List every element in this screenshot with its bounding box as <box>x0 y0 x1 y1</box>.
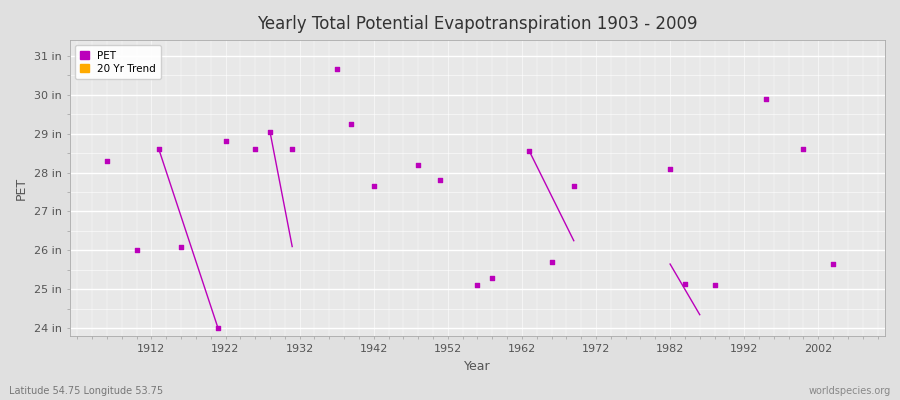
Point <box>433 177 447 184</box>
Point <box>329 66 344 72</box>
Point <box>826 261 841 267</box>
Point <box>485 274 500 281</box>
Point <box>366 183 381 189</box>
Point <box>678 280 692 287</box>
Point <box>796 146 811 152</box>
Point <box>522 148 536 154</box>
Point <box>248 146 262 152</box>
Legend: PET, 20 Yr Trend: PET, 20 Yr Trend <box>75 45 161 79</box>
Point <box>285 146 300 152</box>
Point <box>263 128 277 135</box>
Point <box>219 138 233 144</box>
Point <box>544 259 559 265</box>
Title: Yearly Total Potential Evapotranspiration 1903 - 2009: Yearly Total Potential Evapotranspiratio… <box>257 15 698 33</box>
Point <box>130 247 144 254</box>
Point <box>760 95 774 102</box>
Point <box>174 243 188 250</box>
Text: worldspecies.org: worldspecies.org <box>809 386 891 396</box>
Text: Latitude 54.75 Longitude 53.75: Latitude 54.75 Longitude 53.75 <box>9 386 163 396</box>
Point <box>100 158 114 164</box>
Point <box>345 121 359 127</box>
X-axis label: Year: Year <box>464 360 491 373</box>
Point <box>707 282 722 289</box>
Point <box>151 146 166 152</box>
Point <box>211 325 225 332</box>
Point <box>411 162 426 168</box>
Y-axis label: PET: PET <box>15 176 28 200</box>
Point <box>470 282 484 289</box>
Point <box>663 166 678 172</box>
Point <box>567 183 581 189</box>
